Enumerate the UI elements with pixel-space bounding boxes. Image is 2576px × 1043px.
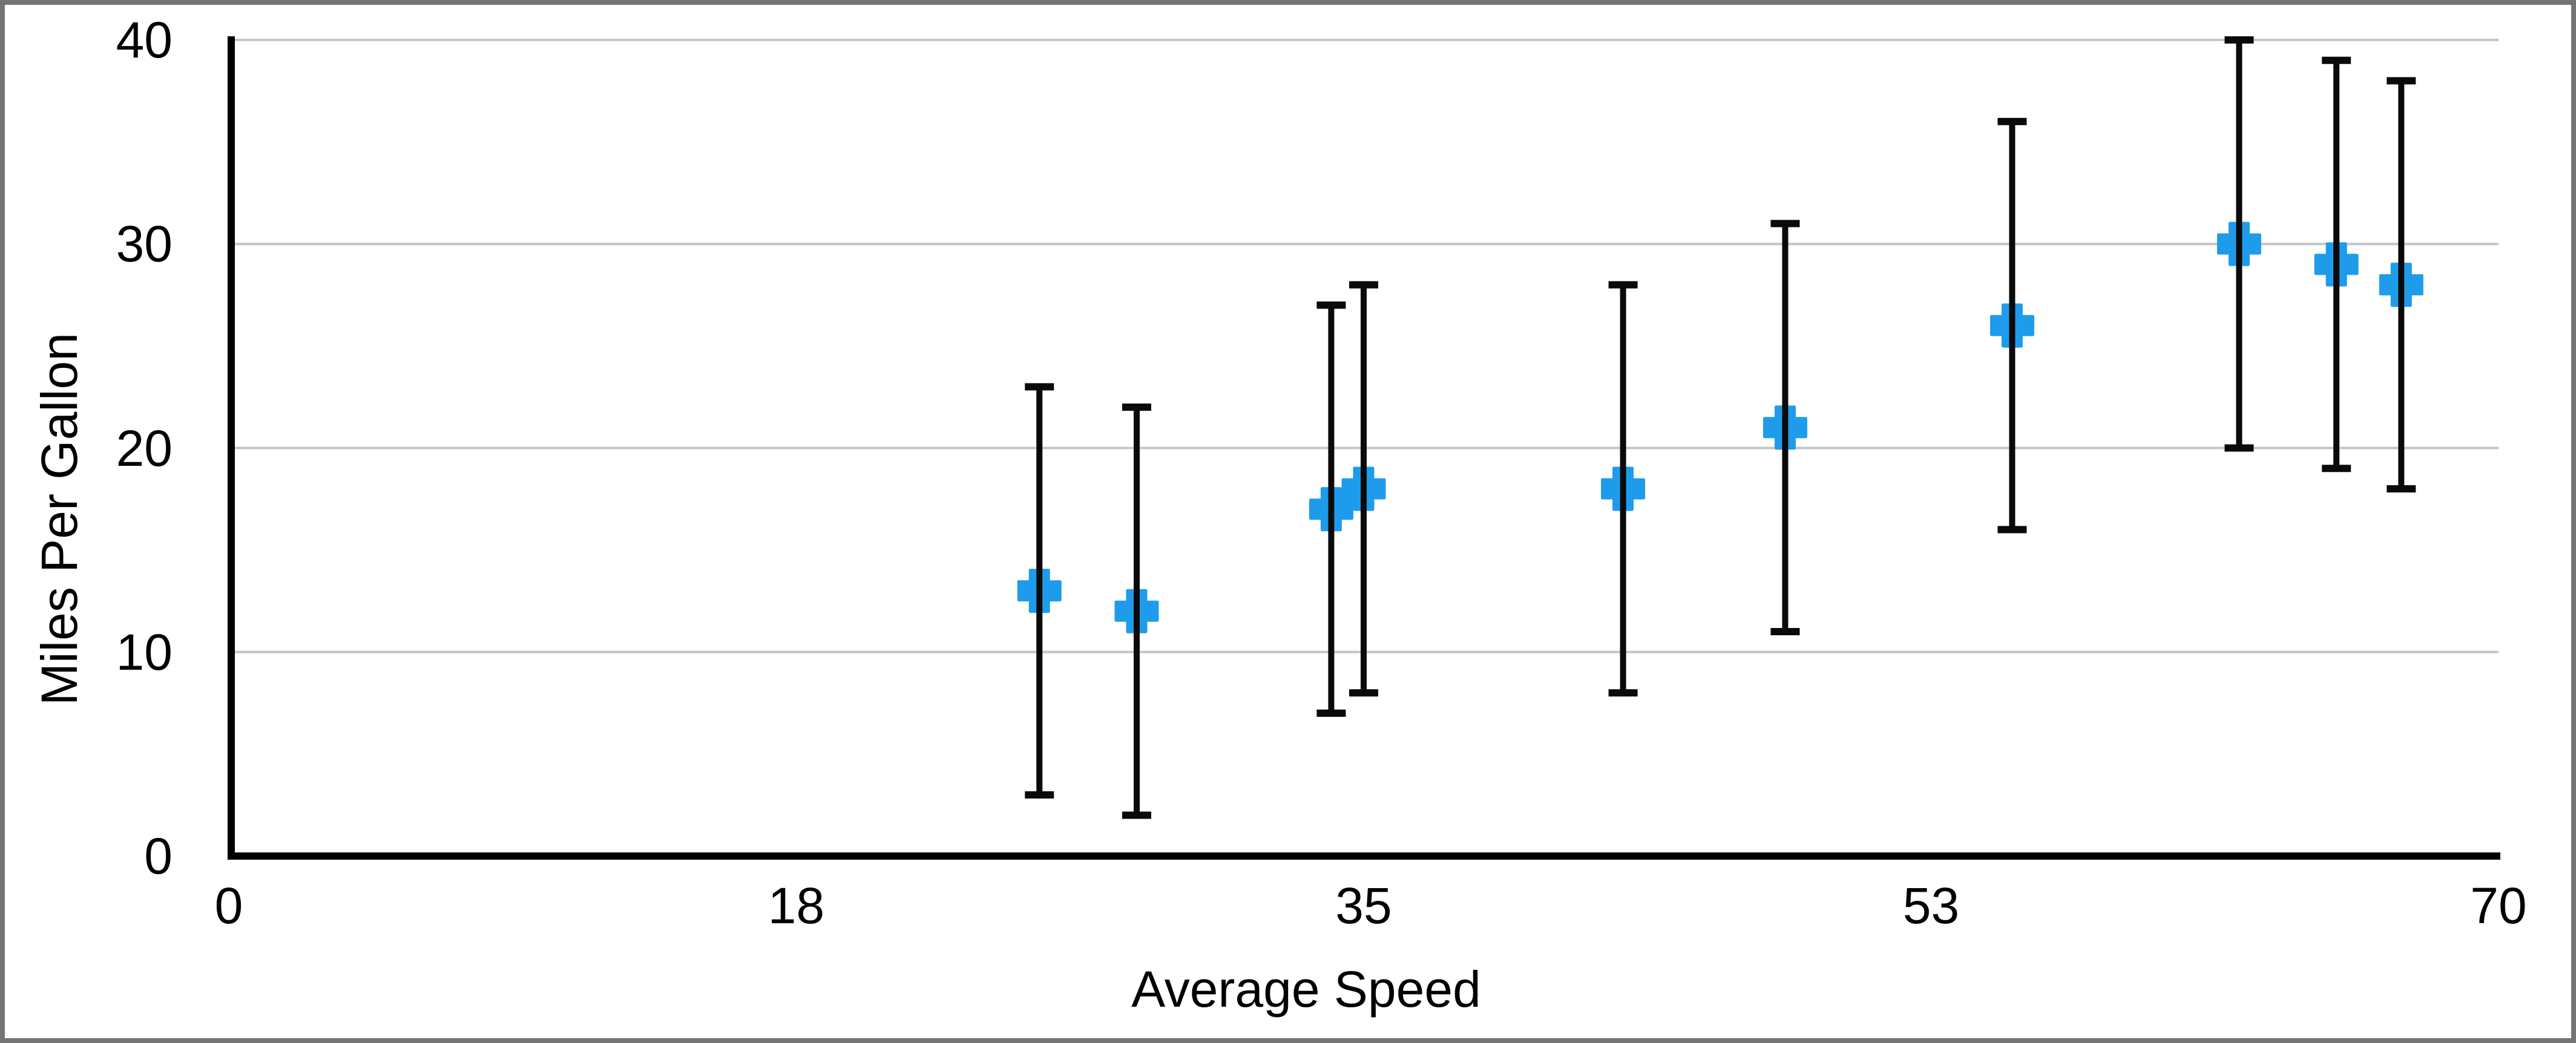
x-tick-label: 18 bbox=[767, 877, 825, 934]
x-tick-label: 35 bbox=[1335, 877, 1392, 934]
x-axis-title: Average Speed bbox=[1131, 961, 1481, 1018]
y-tick-label: 10 bbox=[116, 623, 172, 681]
x-tick-label: 53 bbox=[1902, 877, 1960, 934]
y-tick-label: 20 bbox=[116, 419, 172, 477]
x-tick-label: 70 bbox=[2470, 877, 2527, 934]
y-tick-label: 40 bbox=[116, 11, 172, 68]
scatter-plot-area bbox=[228, 36, 2500, 860]
y-tick-label: 30 bbox=[116, 215, 172, 273]
y-tick-label: 0 bbox=[144, 828, 172, 884]
y-axis-title: Miles Per Gallon bbox=[31, 332, 88, 706]
x-tick-label: 0 bbox=[214, 877, 243, 934]
